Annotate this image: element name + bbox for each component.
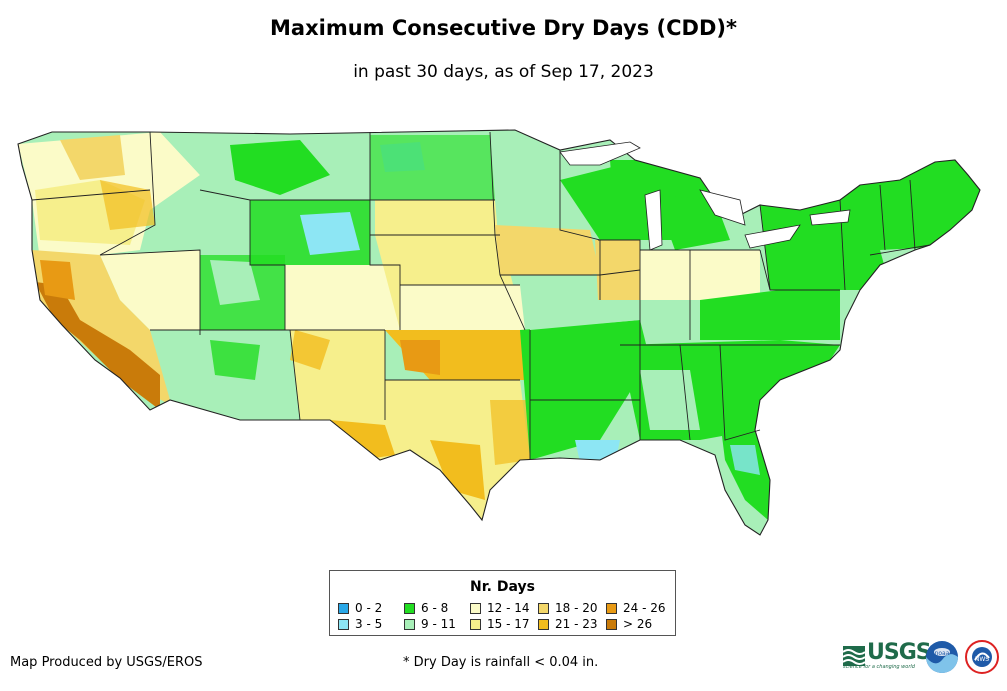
legend-item: > 26 bbox=[606, 618, 652, 631]
noaa-logo-icon: noaa bbox=[926, 641, 958, 673]
footnote-text: * Dry Day is rainfall < 0.04 in. bbox=[403, 655, 599, 670]
legend-label: 3 - 5 bbox=[355, 617, 383, 631]
legend-label: 24 - 26 bbox=[623, 601, 666, 615]
nws-logo-icon: NWS bbox=[965, 640, 999, 674]
legend-swatch bbox=[606, 603, 617, 614]
legend-item: 15 - 17 bbox=[470, 618, 530, 631]
legend-item: 9 - 11 bbox=[404, 618, 456, 631]
legend-swatch bbox=[538, 603, 549, 614]
legend-item: 0 - 2 bbox=[338, 602, 382, 615]
legend: Nr. Days 0 - 2 3 - 5 6 - 8 9 - 11 12 - 1… bbox=[329, 570, 676, 636]
cdd-regions bbox=[18, 132, 980, 520]
legend-swatch bbox=[404, 619, 415, 630]
usgs-tagline: science for a changing world bbox=[843, 664, 915, 670]
legend-item: 18 - 20 bbox=[538, 602, 598, 615]
legend-swatch bbox=[338, 619, 349, 630]
map-subtitle: in past 30 days, as of Sep 17, 2023 bbox=[353, 62, 654, 82]
legend-swatch bbox=[538, 619, 549, 630]
usgs-wave-icon bbox=[843, 646, 865, 666]
credit-text: Map Produced by USGS/EROS bbox=[10, 655, 203, 670]
legend-label: 9 - 11 bbox=[421, 617, 456, 631]
legend-label: 0 - 2 bbox=[355, 601, 383, 615]
agency-logos: USGS science for a changing world noaa N… bbox=[843, 638, 1007, 678]
legend-swatch bbox=[404, 603, 415, 614]
legend-label: 21 - 23 bbox=[555, 617, 598, 631]
legend-item: 21 - 23 bbox=[538, 618, 598, 631]
usgs-logo: USGS bbox=[867, 640, 932, 665]
legend-label: 15 - 17 bbox=[487, 617, 530, 631]
legend-title: Nr. Days bbox=[470, 579, 535, 595]
legend-label: > 26 bbox=[623, 617, 653, 631]
legend-swatch bbox=[606, 619, 617, 630]
state-borders bbox=[17, 129, 981, 536]
legend-swatch bbox=[470, 619, 481, 630]
legend-label: 18 - 20 bbox=[555, 601, 598, 615]
legend-item: 6 - 8 bbox=[404, 602, 448, 615]
map-title: Maximum Consecutive Dry Days (CDD)* bbox=[270, 16, 737, 40]
noaa-logo-text: noaa bbox=[935, 650, 950, 657]
nws-logo-text: NWS bbox=[975, 656, 989, 663]
legend-label: 12 - 14 bbox=[487, 601, 530, 615]
legend-swatch bbox=[338, 603, 349, 614]
legend-item: 12 - 14 bbox=[470, 602, 530, 615]
legend-swatch bbox=[470, 603, 481, 614]
legend-item: 24 - 26 bbox=[606, 602, 666, 615]
great-lakes bbox=[559, 141, 851, 251]
legend-label: 6 - 8 bbox=[421, 601, 449, 615]
legend-item: 3 - 5 bbox=[338, 618, 382, 631]
